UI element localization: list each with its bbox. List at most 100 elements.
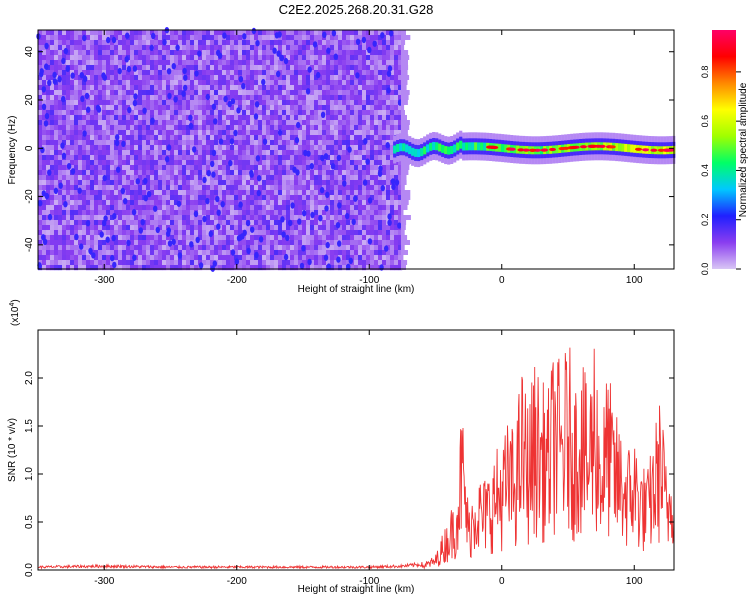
spectrogram-blob	[173, 96, 178, 103]
spectrogram-cell	[226, 210, 231, 216]
spectrogram-cell	[130, 245, 135, 251]
spectrogram-cell	[242, 110, 247, 116]
spectrogram-cell	[214, 190, 219, 196]
spectrogram-cell	[258, 125, 263, 131]
spectrogram-cell	[350, 55, 355, 61]
spectrogram-cell	[78, 60, 83, 66]
spectrogram-cell	[178, 120, 183, 126]
spectrogram-cell	[382, 205, 387, 211]
spectrogram-cell	[242, 80, 247, 86]
spectrogram-cell	[390, 190, 395, 196]
spectrogram-cell	[370, 215, 375, 221]
spectrogram-cell	[174, 165, 179, 171]
spectrogram-cell	[274, 65, 279, 71]
spectrogram-cell	[62, 185, 67, 191]
spectrogram-blob	[115, 134, 120, 141]
spectrogram-cell	[302, 160, 307, 166]
spectrogram-cell	[150, 185, 155, 191]
spectrogram-cell	[226, 235, 231, 241]
spectrogram-cell	[74, 130, 79, 136]
spectrogram-cell	[286, 175, 291, 181]
spectrogram-cell	[262, 55, 267, 61]
spectrogram-cell	[90, 195, 95, 201]
spectrogram-cell	[50, 100, 55, 106]
spectrogram-cell	[166, 115, 171, 121]
spectrogram-cell	[318, 220, 323, 226]
spectrogram-cell	[174, 200, 179, 206]
spectrogram-cell	[54, 210, 59, 216]
spectrogram-cell	[246, 115, 251, 121]
spectrogram-blob	[44, 63, 49, 70]
spectrogram-cell	[58, 70, 63, 76]
spectrogram-cell	[334, 180, 339, 186]
spectrogram-cell	[230, 215, 235, 221]
spectrogram-cell	[234, 210, 239, 216]
spectrogram-cell	[234, 135, 239, 141]
spectrogram-cell	[346, 225, 351, 231]
spectrogram-cell	[50, 55, 55, 61]
spectrogram-cell	[350, 195, 355, 201]
spectrogram-cell	[374, 175, 379, 181]
spectrogram-cell	[126, 70, 131, 76]
spectrogram-cell	[290, 60, 295, 66]
spectrogram-cell	[302, 175, 307, 181]
spectrogram-cell	[226, 90, 231, 96]
spectrogram-cell	[178, 190, 183, 196]
spectrogram-cell	[358, 215, 363, 221]
spectrogram-cell	[302, 195, 307, 201]
spectrogram-cell	[358, 35, 363, 41]
spectrogram-cell	[110, 165, 115, 171]
spectrogram-cell	[146, 90, 151, 96]
spectrogram-cell	[142, 150, 147, 156]
spectrogram-cell	[58, 190, 63, 196]
spectrogram-cell	[202, 115, 207, 121]
spectrogram-cell	[354, 255, 359, 261]
spectrogram-cell	[354, 160, 359, 166]
spectrogram-blob	[132, 99, 138, 107]
spectrogram-blob	[324, 205, 329, 212]
spectrogram-cell	[142, 85, 147, 91]
spectrogram-cell	[130, 195, 135, 201]
spectrogram-cell	[226, 150, 231, 156]
spectrogram-cell	[386, 180, 391, 186]
spectrogram-cell	[162, 125, 167, 131]
spectrogram-cell	[202, 235, 207, 241]
spectrogram-cell	[158, 245, 163, 251]
spectrogram-cell	[142, 70, 147, 76]
spectrogram-cell	[98, 225, 103, 231]
spectrogram-cell	[186, 75, 191, 81]
spectrogram-cell	[318, 170, 323, 176]
spectrogram-cell	[258, 45, 263, 51]
spectrogram-cell	[82, 150, 87, 156]
spectrogram-cell	[270, 170, 275, 176]
spectrogram-cell	[310, 45, 315, 51]
spectrogram-cell	[82, 165, 87, 171]
spectrogram-blob	[194, 70, 199, 77]
spectrogram-cell	[58, 175, 63, 181]
spectrogram-cell	[306, 110, 311, 116]
spectrogram-cell	[150, 175, 155, 181]
spectrogram-cell	[86, 190, 91, 196]
spectrogram-cell	[110, 175, 115, 181]
spectrogram-cell	[378, 160, 383, 166]
spectrogram-cell	[230, 200, 235, 206]
spectrogram-cell	[382, 145, 387, 151]
spectrogram-cell	[238, 165, 243, 171]
spectrogram-cell	[354, 210, 359, 216]
spectrogram-cell	[242, 185, 247, 191]
spectrogram-cell	[90, 100, 95, 106]
spectrogram-cell	[134, 115, 139, 121]
spectrogram-cell	[298, 175, 303, 181]
spectrogram-cell	[194, 235, 199, 241]
spectrogram-cell	[398, 105, 403, 111]
spectrogram-cell	[126, 205, 131, 211]
spectrogram-cell	[302, 145, 307, 151]
spectrogram-cell	[326, 70, 331, 76]
spectrogram-cell	[350, 170, 355, 176]
spectrogram-cell	[226, 50, 231, 56]
spectrogram-cell	[242, 120, 247, 126]
spectrogram-cell	[238, 225, 243, 231]
spectrogram-cell	[62, 100, 67, 106]
spectrogram-cell	[294, 200, 299, 206]
spectrogram-blob	[326, 47, 331, 54]
